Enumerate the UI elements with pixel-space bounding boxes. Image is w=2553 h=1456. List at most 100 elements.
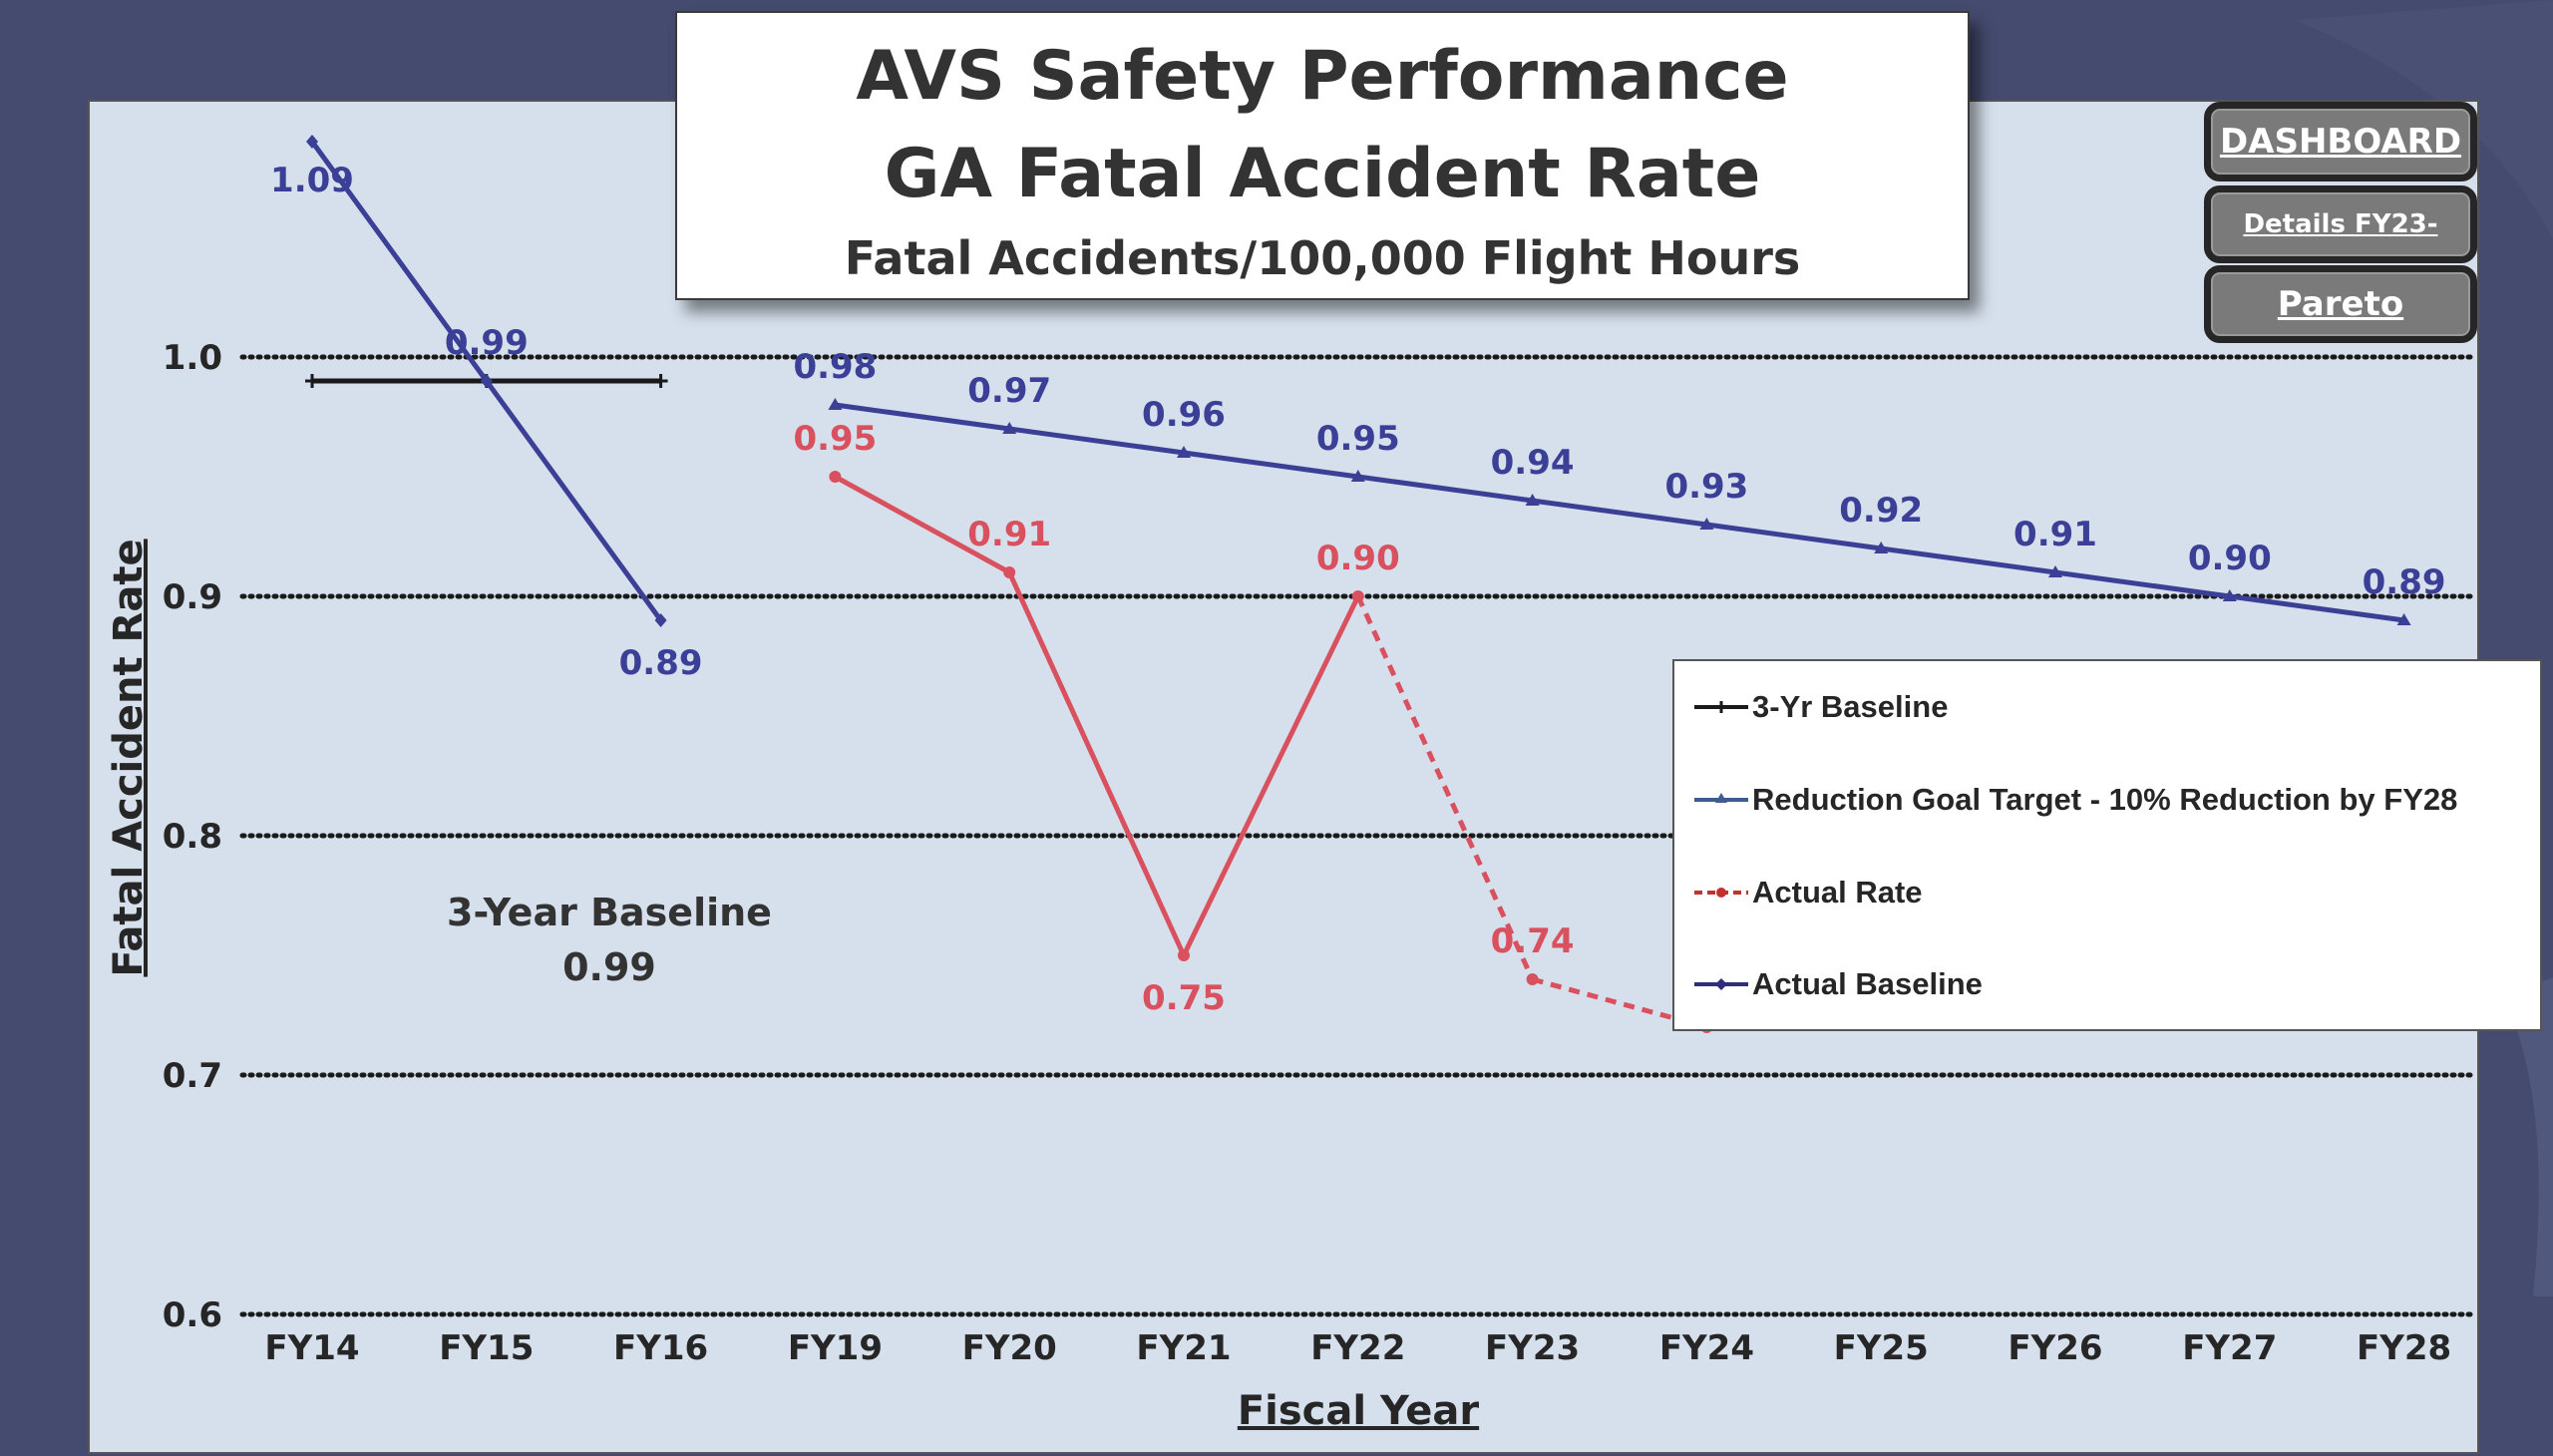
legend-item-goal-target: Reduction Goal Target - 10% Reduction by… xyxy=(1686,780,2457,820)
reduction-goal-target-10-reduction-by-fy28-point xyxy=(1525,494,1540,506)
actual-rate-data-label: 0.95 xyxy=(793,419,877,459)
legend-label-actual-baseline: Actual Baseline xyxy=(1752,966,1983,1001)
x-tick-label: FY22 xyxy=(1310,1328,1405,1368)
x-tick-label: FY15 xyxy=(439,1328,534,1368)
actual-baseline-data-label: 0.89 xyxy=(619,643,703,683)
legend-swatch-3yr-baseline xyxy=(1694,701,1748,713)
legend-label-3yr-baseline: 3-Yr Baseline xyxy=(1752,689,1949,724)
actual-baseline-segment xyxy=(484,379,663,622)
reduction-goal-target-10-reduction-by-fy28-point xyxy=(1699,518,1714,530)
reduction-goal-target-10-reduction-by-fy28-data-label: 0.90 xyxy=(2188,539,2272,578)
y-tick-label: 0.8 xyxy=(163,817,222,857)
reduction-goal-target-10-reduction-by-fy28-point xyxy=(1874,542,1889,553)
actual-baseline-segment xyxy=(309,140,489,383)
x-tick-label: FY14 xyxy=(264,1328,359,1368)
chart-legend: 3-Yr Baseline Reduction Goal Target - 10… xyxy=(1672,659,2542,1031)
legend-item-actual-rate: Actual Rate xyxy=(1686,873,1923,912)
actual-baseline-point xyxy=(654,613,667,627)
reduction-goal-target-10-reduction-by-fy28-point xyxy=(828,398,843,410)
reduction-goal-target-10-reduction-by-fy28-segment xyxy=(1880,546,2056,575)
reduction-goal-target-10-reduction-by-fy28-data-label: 0.93 xyxy=(1664,467,1748,507)
x-tick-label: FY20 xyxy=(962,1328,1057,1368)
reduction-goal-target-10-reduction-by-fy28-data-label: 0.89 xyxy=(2363,562,2446,602)
actual-rate-point xyxy=(1003,566,1016,578)
y-tick-label: 0.7 xyxy=(163,1056,222,1096)
reduction-goal-target-10-reduction-by-fy28-point xyxy=(1350,470,1365,482)
reduction-goal-target-10-reduction-by-fy28-data-label: 0.94 xyxy=(1491,443,1575,483)
actual-rate-point xyxy=(829,471,842,483)
actual-baseline-point xyxy=(306,135,318,149)
actual-rate-segment xyxy=(1355,594,1535,981)
legend-item-actual-baseline: Actual Baseline xyxy=(1686,964,1983,1004)
reduction-goal-target-10-reduction-by-fy28-data-label: 0.96 xyxy=(1142,395,1226,435)
x-tick-label: FY21 xyxy=(1136,1328,1231,1368)
y-axis-title: Fatal Accident Rate xyxy=(106,539,152,976)
legend-label-actual-rate: Actual Rate xyxy=(1752,875,1923,910)
legend-item-3yr-baseline: 3-Yr Baseline xyxy=(1686,687,1948,727)
dashboard-button[interactable]: DASHBOARD xyxy=(2204,102,2477,182)
actual-rate-point xyxy=(1351,590,1364,602)
reduction-goal-target-10-reduction-by-fy28-segment xyxy=(1706,522,1882,551)
legend-swatch-goal-target xyxy=(1694,793,1748,803)
reduction-goal-target-10-reduction-by-fy28-data-label: 0.97 xyxy=(967,371,1051,411)
reduction-goal-target-10-reduction-by-fy28-segment xyxy=(1183,450,1359,480)
chart-subtitle: GA Fatal Accident Rate xyxy=(884,135,1761,213)
actual-rate-data-label: 0.74 xyxy=(1491,921,1575,961)
reduction-goal-target-10-reduction-by-fy28-segment xyxy=(2054,569,2231,599)
actual-baseline-data-label: 0.99 xyxy=(445,323,529,363)
x-tick-label: FY23 xyxy=(1485,1328,1580,1368)
actual-rate-point xyxy=(1178,949,1190,961)
x-tick-label: FY28 xyxy=(2357,1328,2451,1368)
x-tick-label: FY19 xyxy=(788,1328,883,1368)
actual-rate-segment xyxy=(834,474,1011,575)
reduction-goal-target-10-reduction-by-fy28-data-label: 0.98 xyxy=(793,347,877,387)
x-tick-label: FY27 xyxy=(2182,1328,2277,1368)
units-caption: Fatal Accidents/100,000 Flight Hours xyxy=(844,231,1801,285)
reduction-goal-target-10-reduction-by-fy28-point xyxy=(1177,446,1191,458)
x-tick-label: FY16 xyxy=(613,1328,708,1368)
reduction-goal-target-10-reduction-by-fy28-point xyxy=(2048,565,2062,577)
reduction-goal-target-10-reduction-by-fy28-point xyxy=(2396,613,2411,625)
actual-baseline-point xyxy=(480,374,493,388)
reduction-goal-target-10-reduction-by-fy28-segment xyxy=(1008,426,1185,456)
x-tick-label: FY25 xyxy=(1834,1328,1929,1368)
3-yr-baseline-point xyxy=(653,374,668,388)
reduction-goal-target-10-reduction-by-fy28-data-label: 0.92 xyxy=(1839,491,1923,531)
x-axis-title: Fiscal Year xyxy=(1238,1388,1480,1434)
y-tick-label: 0.9 xyxy=(163,577,222,617)
baseline-annotation-value: 0.99 xyxy=(562,945,656,989)
reduction-goal-target-10-reduction-by-fy28-segment xyxy=(1357,474,1533,504)
reduction-goal-target-10-reduction-by-fy28-data-label: 0.91 xyxy=(2013,515,2097,554)
pareto-button[interactable]: Pareto xyxy=(2204,265,2477,343)
x-tick-labels: FY14 FY15 FY16 FY19 FY20 FY21 FY22 FY23 FY24 FY25… xyxy=(264,1328,2451,1368)
title-box: AVS Safety Performance GA Fatal Accident… xyxy=(675,11,1970,300)
actual-rate-data-label: 0.91 xyxy=(967,515,1051,554)
x-tick-label: FY26 xyxy=(2007,1328,2102,1368)
baseline-annotation-label: 3-Year Baseline xyxy=(447,891,772,934)
y-tick-labels: 0.6 0.7 0.8 0.9 1.0 xyxy=(163,338,222,1335)
data-labels: 0.98 0.97 0.96 0.95 0.94 0.93 0.92 0.91 0.90 0.89… xyxy=(270,161,2445,1018)
series-lines xyxy=(309,140,2404,1030)
actual-rate-point xyxy=(1526,973,1539,985)
legend-swatch-actual-baseline xyxy=(1694,978,1748,990)
reduction-goal-target-10-reduction-by-fy28-data-label: 0.95 xyxy=(1316,419,1400,459)
reduction-goal-target-10-reduction-by-fy28-segment xyxy=(1532,498,1707,528)
actual-rate-segment xyxy=(1181,594,1361,957)
actual-rate-data-label: 0.90 xyxy=(1316,539,1400,578)
actual-rate-data-label: 0.75 xyxy=(1142,978,1226,1018)
page-title: AVS Safety Performance xyxy=(856,37,1789,116)
y-tick-label: 1.0 xyxy=(163,338,222,378)
reduction-goal-target-10-reduction-by-fy28-segment xyxy=(835,402,1010,432)
reduction-goal-target-10-reduction-by-fy28-segment xyxy=(2229,593,2404,623)
details-button[interactable]: Details FY23-FY24 xyxy=(2204,185,2477,303)
actual-rate-segment xyxy=(1006,570,1187,957)
legend-swatch-actual-rate xyxy=(1694,888,1748,898)
reduction-goal-target-10-reduction-by-fy28-point xyxy=(2222,589,2237,601)
x-tick-label: FY24 xyxy=(1659,1328,1754,1368)
actual-baseline-data-label: 1.09 xyxy=(270,161,354,200)
y-tick-label: 0.6 xyxy=(163,1295,222,1335)
reduction-goal-target-10-reduction-by-fy28-point xyxy=(1002,422,1017,434)
legend-label-goal-target: Reduction Goal Target - 10% Reduction by… xyxy=(1752,782,2458,817)
3-yr-baseline-point xyxy=(305,374,319,388)
